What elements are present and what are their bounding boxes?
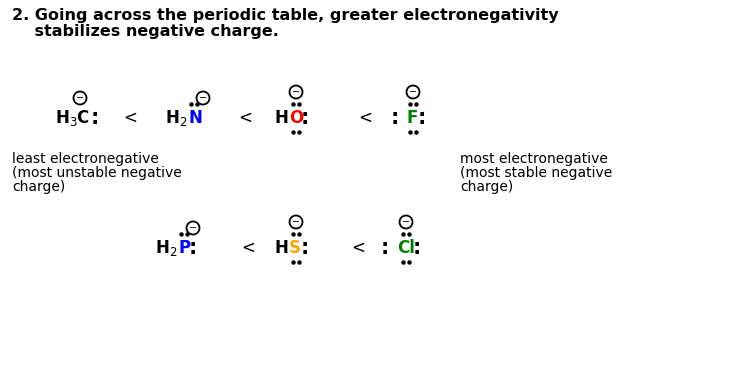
Text: least electronegative: least electronegative bbox=[12, 152, 159, 166]
Text: <: < bbox=[351, 239, 365, 257]
Text: −: − bbox=[292, 86, 300, 97]
Text: :: : bbox=[189, 238, 197, 258]
Text: H$_3$C: H$_3$C bbox=[55, 108, 90, 128]
Text: <: < bbox=[358, 109, 372, 127]
Text: :: : bbox=[381, 238, 389, 258]
Text: O: O bbox=[289, 109, 303, 127]
Text: 2. Going across the periodic table, greater electronegativity: 2. Going across the periodic table, grea… bbox=[12, 8, 559, 23]
Text: :: : bbox=[413, 238, 421, 258]
Text: H$_2$: H$_2$ bbox=[155, 238, 178, 258]
Text: P: P bbox=[178, 239, 190, 257]
Text: Cl: Cl bbox=[397, 239, 415, 257]
Text: <: < bbox=[238, 109, 252, 127]
Text: stabilizes negative charge.: stabilizes negative charge. bbox=[12, 24, 279, 39]
Text: <: < bbox=[241, 239, 255, 257]
Text: S: S bbox=[289, 239, 301, 257]
Text: −: − bbox=[402, 217, 410, 227]
Text: charge): charge) bbox=[460, 180, 513, 194]
Text: −: − bbox=[76, 93, 84, 102]
Text: :: : bbox=[390, 108, 399, 128]
Text: H: H bbox=[275, 239, 289, 257]
Text: −: − bbox=[199, 93, 207, 102]
Text: H: H bbox=[275, 109, 289, 127]
Text: −: − bbox=[409, 86, 417, 97]
Text: H$_2$: H$_2$ bbox=[165, 108, 187, 128]
Text: :: : bbox=[418, 108, 426, 128]
Text: :: : bbox=[301, 108, 309, 128]
Text: (most unstable negative: (most unstable negative bbox=[12, 166, 182, 180]
Text: −: − bbox=[189, 223, 197, 232]
Text: <: < bbox=[123, 109, 137, 127]
Text: −: − bbox=[292, 217, 300, 227]
Text: :: : bbox=[301, 238, 309, 258]
Text: most electronegative: most electronegative bbox=[460, 152, 608, 166]
Text: F: F bbox=[407, 109, 418, 127]
Text: :: : bbox=[91, 108, 99, 128]
Text: charge): charge) bbox=[12, 180, 65, 194]
Text: (most stable negative: (most stable negative bbox=[460, 166, 612, 180]
Text: N: N bbox=[188, 109, 202, 127]
